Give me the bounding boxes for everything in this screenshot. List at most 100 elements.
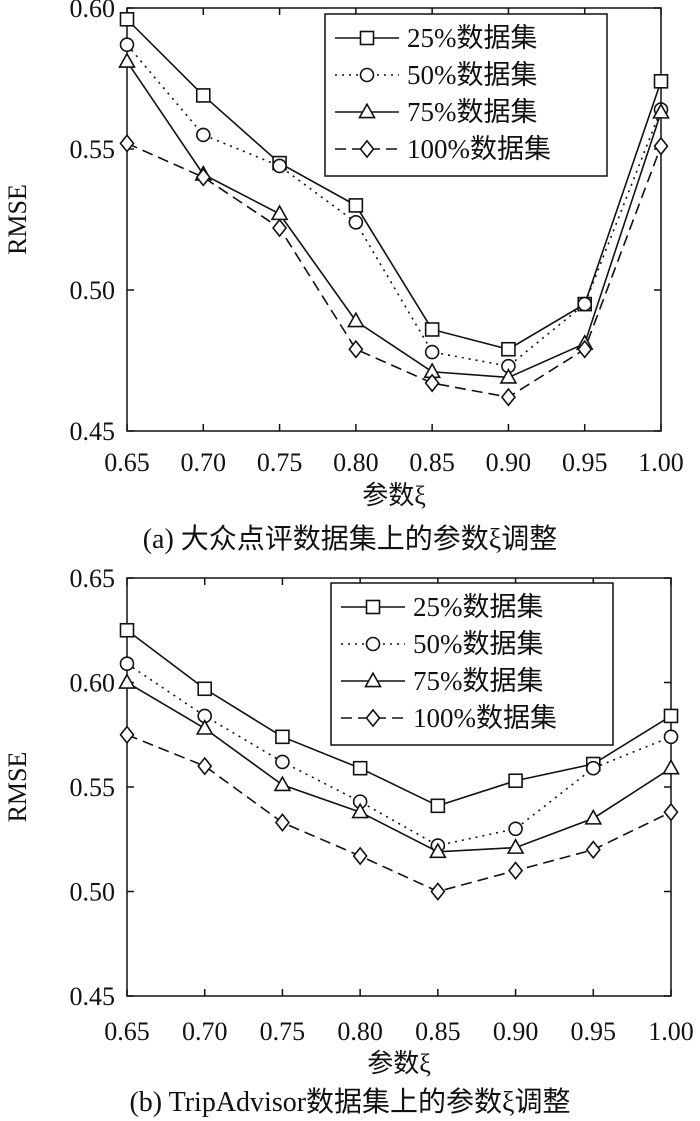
chart-caption: (a) 大众点评数据集上的参数ξ调整 (143, 523, 558, 555)
series-4 (119, 133, 669, 407)
legend-marker-diamond (359, 139, 375, 159)
data-point-triangle (506, 838, 525, 854)
data-point-diamond (119, 725, 135, 745)
data-point-square (663, 708, 679, 724)
series-2 (119, 656, 679, 853)
x-tick-label: 0.90 (486, 448, 532, 477)
data-point-triangle (499, 367, 518, 384)
data-point-triangle (270, 204, 289, 221)
series-line (126, 663, 672, 847)
x-tick-label: 0.95 (571, 1017, 617, 1046)
legend-marker-circle (365, 636, 381, 652)
data-point-square (424, 322, 440, 337)
data-point-square (501, 341, 516, 357)
series-4 (119, 725, 679, 901)
chart-b: 0.45 0.50 0.55 0.60 0.65 0.65 0.70 0.75 0.80 0.85… (3, 564, 694, 1118)
data-point-triangle (652, 102, 670, 119)
data-point-square (197, 681, 213, 697)
x-tick-label: 0.65 (104, 1017, 150, 1046)
data-point-diamond (195, 167, 211, 187)
x-tick-label: 0.85 (415, 1017, 461, 1046)
data-point-square (275, 729, 290, 745)
data-point-square (348, 198, 364, 213)
y-tick-label: 0.65 (70, 564, 116, 593)
data-point-diamond (352, 846, 368, 866)
legend-marker-square (365, 599, 381, 615)
y-tick-label: 0.45 (70, 982, 116, 1011)
data-point-diamond (653, 136, 669, 156)
data-point-triangle (273, 775, 292, 792)
y-tick-label: 0.60 (70, 0, 116, 23)
x-tick-label: 0.95 (562, 448, 608, 477)
legend-label: 75%数据集 (413, 666, 544, 696)
x-tick-label: 0.65 (104, 448, 150, 477)
data-point-square (430, 798, 446, 814)
chart-caption: (b) TripAdvisor数据集上的参数ξ调整 (129, 1086, 570, 1118)
legend-label: 75%数据集 (407, 97, 538, 127)
data-point-diamond (508, 861, 524, 881)
x-tick-label: 0.90 (493, 1017, 539, 1046)
data-point-diamond (430, 882, 446, 901)
data-point-circle (348, 215, 364, 230)
data-point-triangle (662, 758, 680, 775)
data-point-square (195, 88, 211, 103)
data-point-diamond (424, 373, 440, 393)
legend: 25%数据集 50%数据集 75%数据集 100%数据集 (330, 582, 614, 746)
y-axis-label: RMSE (3, 752, 32, 823)
series-line (126, 734, 672, 893)
data-point-circle (577, 296, 593, 312)
x-tick-label: 0.75 (257, 448, 303, 477)
legend-label: 50%数据集 (407, 60, 538, 90)
series-3 (118, 673, 680, 859)
y-axis-label: RMSE (3, 184, 32, 255)
data-point-diamond (119, 133, 135, 153)
legend-marker-triangle (358, 102, 376, 119)
data-point-diamond (348, 339, 364, 359)
y-tick-label: 0.55 (70, 135, 116, 164)
x-tick-label: 0.70 (182, 1017, 228, 1046)
legend-label: 100%数据集 (407, 134, 551, 164)
x-axis-label: 参数ξ (362, 481, 426, 510)
data-point-square (352, 760, 368, 776)
series-line (126, 18, 662, 351)
y-tick-label: 0.45 (70, 417, 116, 446)
data-point-circle (272, 158, 287, 174)
y-tick-label: 0.55 (70, 773, 116, 802)
data-point-circle (424, 344, 440, 360)
data-point-square (119, 11, 135, 27)
x-tick-label: 1.00 (638, 448, 684, 477)
legend-marker-square (359, 30, 375, 46)
y-tick-label: 0.50 (70, 276, 116, 305)
x-tick-label: 0.70 (181, 448, 227, 477)
y-tick-label: 0.50 (70, 878, 116, 907)
data-point-triangle (118, 52, 136, 68)
data-point-circle (663, 729, 679, 745)
series-line (126, 61, 662, 379)
legend-label: 100%数据集 (413, 703, 557, 733)
x-tick-label: 0.85 (409, 448, 455, 477)
data-point-triangle (195, 719, 214, 735)
legend-label: 50%数据集 (413, 629, 544, 659)
data-point-diamond (585, 840, 601, 860)
data-point-diamond (274, 813, 290, 832)
data-point-square (119, 622, 135, 638)
legend-marker-circle (359, 67, 375, 83)
plot-frame (126, 7, 662, 432)
series-line (126, 142, 662, 399)
legend: 25%数据集 50%数据集 75%数据集 100%数据集 (324, 13, 608, 177)
series-line (126, 681, 672, 853)
x-tick-label: 0.80 (333, 448, 379, 477)
series-line (126, 629, 672, 807)
x-tick-label: 0.80 (337, 1017, 383, 1046)
data-point-triangle (584, 808, 603, 825)
y-tick-label: 0.60 (70, 669, 116, 698)
data-point-circle (585, 760, 601, 776)
data-point-circle (508, 821, 523, 837)
data-point-diamond (577, 339, 593, 359)
data-point-diamond (663, 802, 679, 822)
legend-label: 25%数据集 (407, 23, 538, 53)
data-point-diamond (272, 218, 288, 238)
data-point-triangle (429, 842, 447, 859)
x-tick-label: 0.75 (260, 1017, 306, 1046)
